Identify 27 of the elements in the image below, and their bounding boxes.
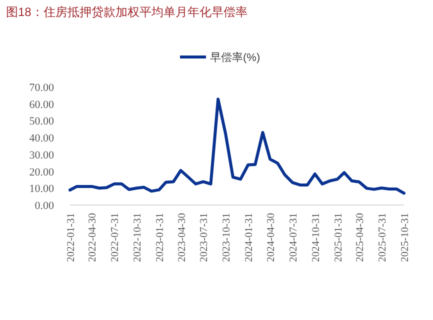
y-tick-label: 60.00 bbox=[29, 98, 54, 111]
x-tick-label: 2023-10-31 bbox=[222, 213, 233, 262]
x-tick-label: 2023-04-30 bbox=[176, 213, 188, 262]
x-tick-label: 2022-07-31 bbox=[110, 213, 122, 262]
y-tick-label: 70.00 bbox=[29, 82, 54, 94]
x-tick-label: 2022-04-30 bbox=[88, 213, 99, 262]
x-tick-label: 2024-01-31 bbox=[244, 213, 256, 262]
y-tick-label: 30.00 bbox=[29, 149, 54, 162]
x-tick-label: 2025-07-31 bbox=[378, 213, 389, 262]
x-tick-label: 2025-10-31 bbox=[400, 213, 411, 262]
x-tick-label: 2025-01-31 bbox=[333, 213, 344, 262]
x-tick-label: 2022-10-31 bbox=[132, 213, 144, 262]
x-tick-label: 2022-01-31 bbox=[66, 213, 77, 262]
x-tick-label: 2023-07-31 bbox=[199, 213, 210, 262]
x-tick-label: 2025-04-30 bbox=[355, 213, 366, 262]
x-tick-label: 2023-01-31 bbox=[155, 213, 166, 262]
y-tick-label: 40.00 bbox=[29, 132, 54, 145]
x-tick-label: 2024-04-30 bbox=[266, 213, 278, 262]
x-tick-label: 2024-10-31 bbox=[310, 213, 322, 262]
y-tick-label: 0.00 bbox=[34, 200, 54, 212]
y-tick-label: 20.00 bbox=[29, 166, 54, 178]
x-tick-label: 2024-07-31 bbox=[288, 213, 300, 262]
y-tick-label: 10.00 bbox=[29, 183, 54, 196]
y-tick-label: 50.00 bbox=[29, 116, 54, 128]
legend-label: 早偿率(%) bbox=[210, 51, 260, 64]
chart-title: 图18：住房抵押贷款加权平均单月年化早偿率 bbox=[6, 5, 248, 19]
line-series bbox=[68, 98, 406, 195]
